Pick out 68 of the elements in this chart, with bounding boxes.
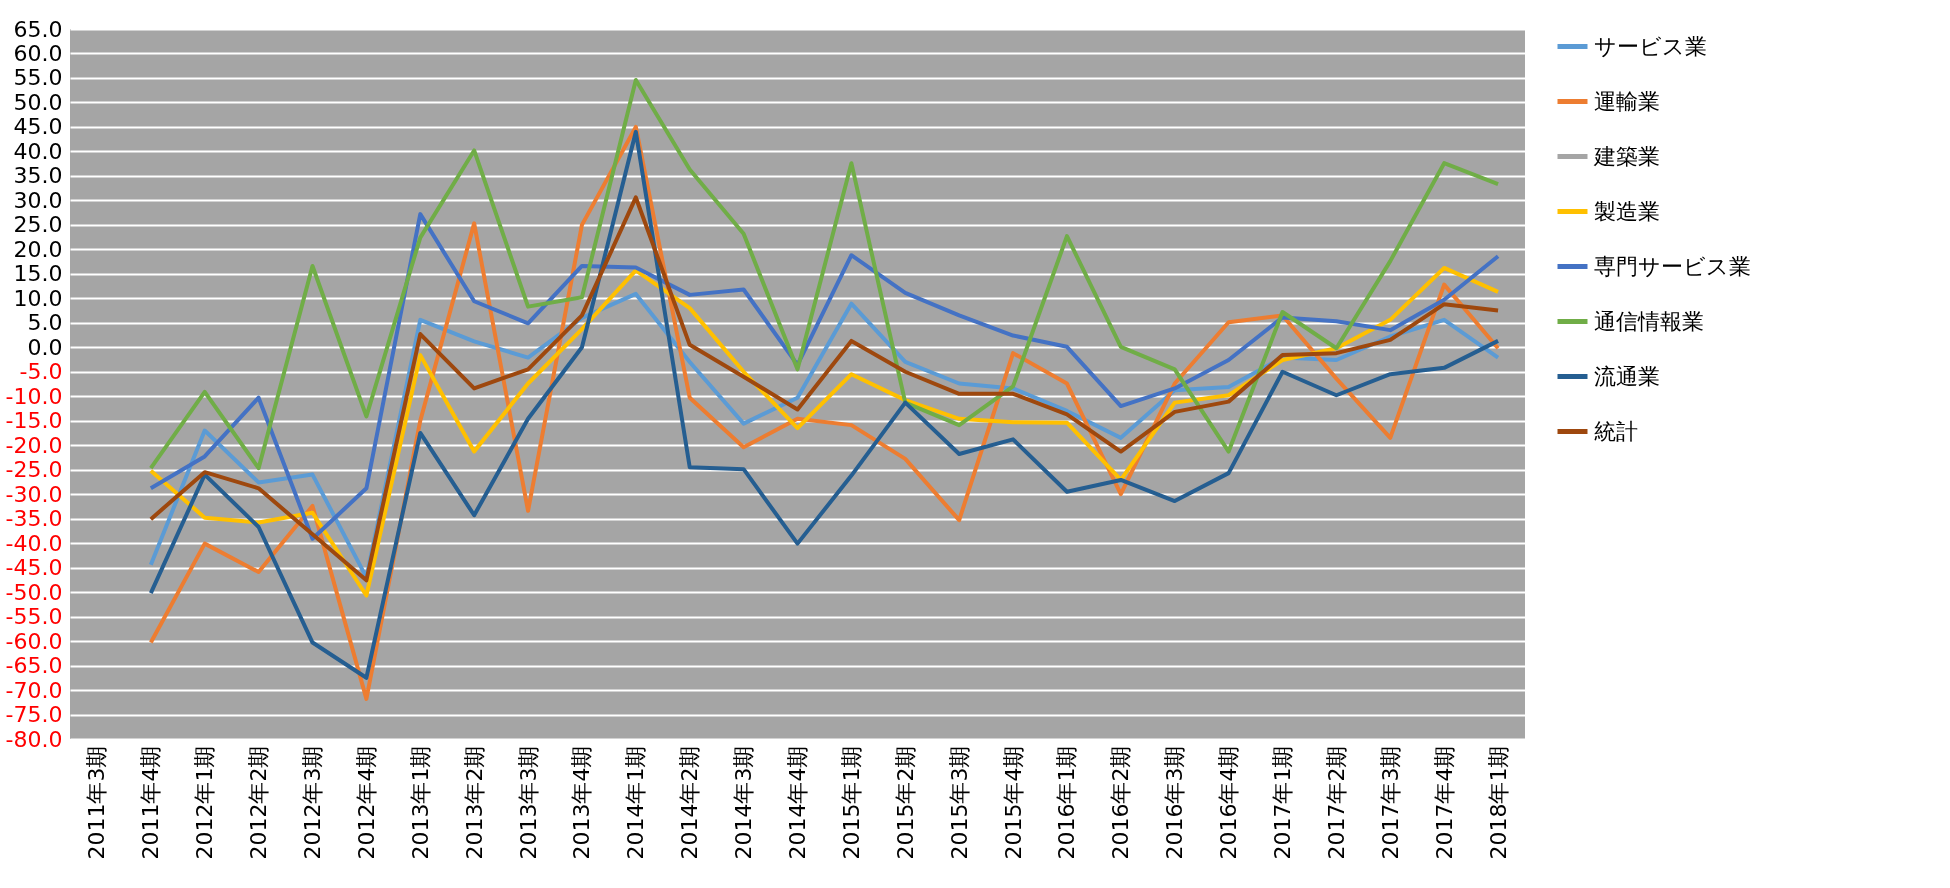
- x-tick-label: 2015年3期: [946, 745, 972, 860]
- y-tick-label: 5.0: [27, 310, 63, 336]
- x-tick-label: 2017年2期: [1323, 745, 1349, 860]
- x-tick-label: 2016年3期: [1162, 745, 1188, 860]
- x-tick-label: 2012年1期: [192, 745, 218, 860]
- legend-label: 専門サービス業: [1594, 253, 1751, 279]
- y-tick-label: -80.0: [5, 726, 63, 752]
- line-series: [148, 77, 1501, 471]
- y-tick-label: -20.0: [5, 432, 63, 458]
- x-tick-label: 2013年3期: [515, 745, 541, 860]
- y-tick-label: 20.0: [13, 236, 63, 262]
- legend-label: 統計: [1594, 418, 1638, 444]
- legend-label: 通信情報業: [1594, 308, 1704, 334]
- y-tick-label: 10.0: [13, 285, 63, 311]
- line-series: [148, 195, 1501, 583]
- y-tick-label: 30.0: [13, 187, 63, 213]
- y-tick-label: -35.0: [5, 506, 63, 532]
- y-tick-label: -65.0: [5, 653, 63, 679]
- x-tick-label: 2015年1期: [838, 745, 864, 860]
- x-tick-label: 2018年1期: [1485, 745, 1511, 860]
- y-tick-label: 35.0: [13, 163, 63, 189]
- x-tick-label: 2017年4期: [1431, 745, 1457, 860]
- y-tick-label: 60.0: [13, 40, 63, 66]
- x-tick-label: 2013年4期: [569, 745, 595, 860]
- line-series: [148, 212, 1501, 541]
- y-tick-label: -25.0: [5, 457, 63, 483]
- y-tick-label: 55.0: [13, 65, 63, 91]
- x-tick-label: 2011年3期: [84, 745, 110, 860]
- x-tick-label: 2014年1期: [623, 745, 649, 860]
- x-tick-label: 2014年4期: [785, 745, 810, 860]
- y-tick-label: -45.0: [5, 555, 63, 581]
- y-tick-label: -40.0: [5, 530, 63, 556]
- x-tick-label: 2012年2期: [246, 745, 272, 860]
- y-tick-label: 40.0: [13, 138, 63, 164]
- legend-label: サービス業: [1594, 33, 1707, 59]
- y-tick-label: 25.0: [13, 212, 63, 238]
- y-tick-label: -5.0: [19, 359, 63, 385]
- x-tick-label: 2017年1期: [1270, 745, 1295, 860]
- x-tick-label: 2012年3期: [300, 745, 325, 860]
- x-tick-label: 2015年4期: [1000, 745, 1026, 860]
- x-tick-label: 2016年4期: [1216, 745, 1242, 860]
- x-tick-label: 2013年2期: [461, 745, 487, 860]
- y-tick-label: 15.0: [13, 261, 63, 287]
- legend-label: 運輸業: [1594, 88, 1660, 114]
- x-tick-label: 2014年2期: [677, 745, 703, 860]
- legend-label: 製造業: [1594, 198, 1660, 224]
- y-tick-label: -10.0: [5, 383, 63, 409]
- x-tick-label: 2015年2期: [892, 745, 918, 860]
- y-tick-label: -50.0: [5, 579, 63, 605]
- x-tick-label: 2014年3期: [731, 745, 757, 860]
- y-tick-label: 0.0: [27, 334, 63, 360]
- x-tick-label: 2016年2期: [1108, 745, 1134, 860]
- x-tick-label: 2017年3期: [1377, 745, 1403, 860]
- x-tick-label: 2013年1期: [407, 745, 433, 860]
- y-tick-label: -55.0: [5, 604, 63, 630]
- y-tick-label: -70.0: [5, 677, 63, 703]
- x-tick-label: 2012年4期: [353, 745, 379, 860]
- legend-label: 流通業: [1594, 363, 1660, 389]
- x-tick-label: 2011年4期: [138, 745, 164, 860]
- y-tick-label: -15.0: [5, 408, 63, 434]
- legend-label: 建築業: [1593, 143, 1660, 169]
- y-tick-label: -60.0: [5, 628, 63, 654]
- x-tick-label: 2016年1期: [1054, 745, 1080, 860]
- y-tick-label: 50.0: [13, 89, 63, 115]
- y-tick-label: 65.0: [13, 16, 63, 42]
- y-tick-label: 45.0: [13, 114, 63, 140]
- y-tick-label: -75.0: [5, 702, 63, 728]
- y-tick-label: -30.0: [5, 481, 63, 507]
